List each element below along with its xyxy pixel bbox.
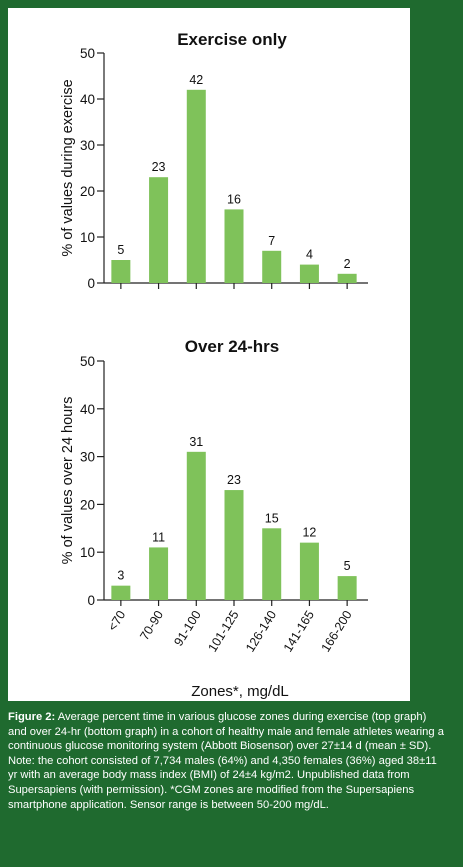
data-label: 42 xyxy=(189,73,203,87)
category-label: 126-140 xyxy=(243,608,279,654)
data-label: 2 xyxy=(344,257,351,271)
y-tick-label: 0 xyxy=(87,593,95,608)
y-tick-label: 40 xyxy=(80,92,95,107)
category-label: 101-125 xyxy=(205,608,241,654)
figure-caption: Figure 2: Average percent time in variou… xyxy=(8,710,448,812)
figure-panel: Exercise only % of values during exercise… xyxy=(8,8,410,701)
bar xyxy=(149,177,169,283)
bar xyxy=(299,264,319,283)
y-tick-label: 20 xyxy=(80,184,95,199)
data-label: 7 xyxy=(268,234,275,248)
category-label: <70 xyxy=(105,608,128,633)
data-label: 23 xyxy=(152,160,166,174)
y-tick-label: 10 xyxy=(80,545,95,560)
data-label: 23 xyxy=(227,473,241,487)
bar xyxy=(111,585,131,600)
data-label: 4 xyxy=(306,248,313,262)
chart-title: Over 24-hrs xyxy=(185,337,280,356)
bar xyxy=(224,490,244,600)
data-label: 12 xyxy=(302,526,316,540)
y-tick-label: 40 xyxy=(80,402,95,417)
bar xyxy=(337,273,357,283)
bar xyxy=(149,547,169,600)
caption-label: Figure 2: xyxy=(8,711,56,723)
data-label: 3 xyxy=(117,569,124,583)
y-tick-label: 50 xyxy=(80,46,95,61)
bar xyxy=(262,528,282,600)
bar xyxy=(186,89,206,283)
bar xyxy=(262,250,282,283)
y-axis-label: % of values over 24 hours xyxy=(60,397,76,565)
chart-title: Exercise only xyxy=(177,30,287,49)
y-tick-label: 10 xyxy=(80,230,95,245)
caption-text: Average percent time in various glucose … xyxy=(8,711,444,811)
bar xyxy=(224,209,244,283)
chart-exercise-only: Exercise only % of values during exercise… xyxy=(60,30,368,291)
y-tick-label: 50 xyxy=(80,354,95,369)
x-axis-label: Zones*, mg/dL xyxy=(191,683,289,700)
y-tick-label: 30 xyxy=(80,138,95,153)
bar xyxy=(337,576,357,600)
data-label: 15 xyxy=(265,511,279,525)
category-label: 91-100 xyxy=(171,608,204,648)
chart-over-24-hrs: Over 24-hrs % of values over 24 hours 0 10 2… xyxy=(60,337,368,700)
y-tick-label: 30 xyxy=(80,450,95,465)
data-label: 11 xyxy=(152,530,165,544)
y-tick-label: 0 xyxy=(87,276,95,291)
category-label: 141-165 xyxy=(281,608,317,654)
data-label: 5 xyxy=(344,559,351,573)
data-label: 16 xyxy=(227,192,241,206)
category-label: 166-200 xyxy=(319,608,355,654)
y-axis-label: % of values during exercise xyxy=(60,79,76,256)
bar xyxy=(299,542,319,600)
bar xyxy=(186,451,206,600)
y-tick-label: 20 xyxy=(80,497,95,512)
data-label: 31 xyxy=(189,435,203,449)
category-label: 70-90 xyxy=(137,608,166,643)
bar xyxy=(111,260,131,283)
data-label: 5 xyxy=(117,243,124,257)
